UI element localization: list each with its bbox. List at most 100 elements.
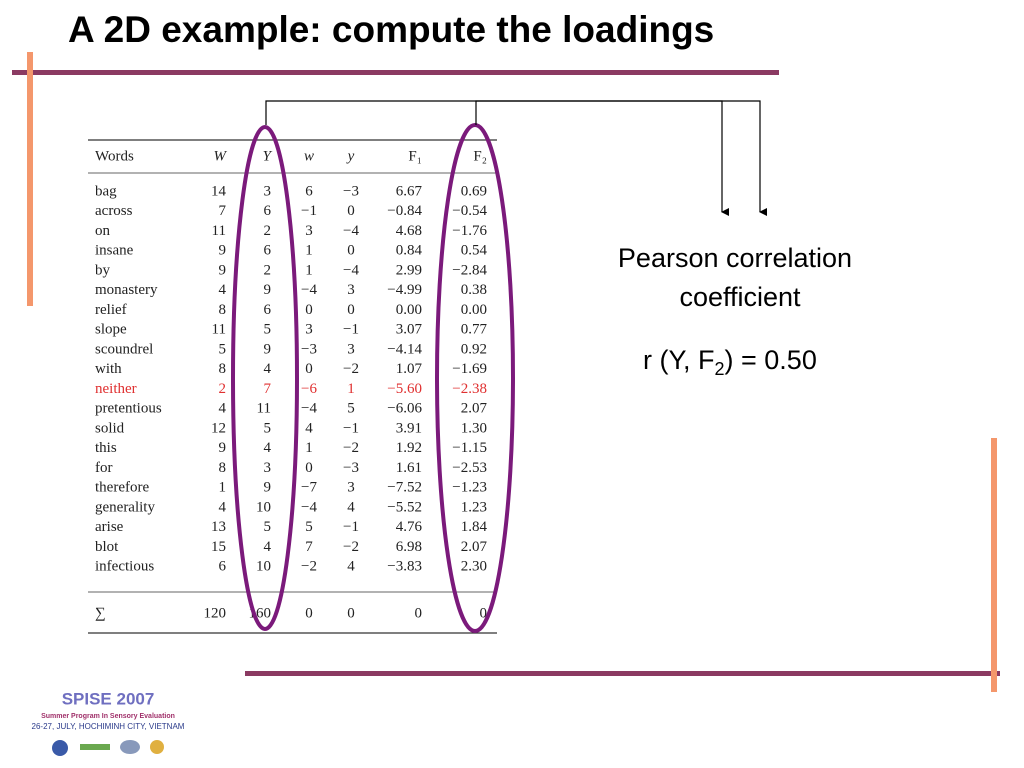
row-label: across [95, 203, 133, 219]
table-cell: 5 [264, 420, 272, 436]
table-cell: −1.23 [452, 480, 487, 496]
table-cell: 3.91 [396, 420, 422, 436]
row-label: by [95, 262, 111, 278]
table-cell: 0 [347, 302, 355, 318]
table-cell: 0.92 [461, 341, 487, 357]
table-cell: 4 [264, 361, 272, 377]
sum-cell: 120 [204, 605, 227, 621]
table-cell: 4 [219, 401, 227, 417]
table-cell: −5.52 [387, 499, 422, 515]
table-cell: 6 [264, 243, 272, 259]
connector [475, 100, 729, 216]
accent-bar [27, 52, 33, 306]
table-cell: 8 [219, 460, 227, 476]
table-cell: 1 [305, 440, 313, 456]
footer-program: Summer Program In Sensory Evaluation [41, 713, 175, 720]
table-cell: 11 [212, 223, 226, 239]
table-cell: 3 [347, 282, 355, 298]
table-cell: 6 [264, 203, 272, 219]
table-cell: −1.76 [452, 223, 487, 239]
row-label: pretentious [95, 401, 162, 417]
table-cell: 3 [305, 322, 313, 338]
table-cell: 4 [347, 558, 355, 574]
table-cell: 1 [219, 480, 227, 496]
table-cell: 10 [256, 558, 271, 574]
table-cell: 6 [264, 302, 272, 318]
sum-cell: ∑ [95, 605, 106, 621]
connector [265, 100, 767, 216]
table-cell: 1.23 [461, 499, 487, 515]
table-cell: 4.76 [396, 519, 423, 535]
table-cell: −3 [343, 460, 359, 476]
sum-cell: 0 [305, 605, 313, 621]
annotation: coefficient [679, 282, 801, 312]
table-cell: 7 [305, 539, 313, 555]
column-header: F₁ [408, 148, 422, 164]
table-cell: 15 [211, 539, 226, 555]
logo-icon [80, 744, 110, 750]
table-cell: 2 [264, 262, 272, 278]
row-label: with [95, 361, 122, 377]
table-cell: −2 [343, 440, 359, 456]
sum-cell: 0 [480, 605, 488, 621]
row-label: blot [95, 539, 119, 555]
table-cell: 9 [219, 243, 227, 259]
table-cell: 1.07 [396, 361, 423, 377]
table-cell: 0.38 [461, 282, 487, 298]
table-cell: 0.54 [461, 243, 488, 259]
table-cell: 9 [264, 282, 272, 298]
table-cell: 0.00 [396, 302, 422, 318]
table-cell: −3 [301, 341, 317, 357]
table-cell: 2.30 [461, 558, 487, 574]
bottom-rule [245, 671, 1000, 676]
table-cell: 1.30 [461, 420, 487, 436]
table-cell: 13 [211, 519, 226, 535]
table-cell: −4 [343, 223, 359, 239]
table-cell: 4 [219, 282, 227, 298]
table-cell: 0 [305, 302, 313, 318]
row-label: infectious [95, 558, 154, 574]
table-cell: 4 [264, 539, 272, 555]
table-cell: 11 [212, 322, 226, 338]
table-cell: 6.98 [396, 539, 422, 555]
table-cell: 5 [264, 519, 272, 535]
table-cell: 4 [305, 420, 313, 436]
table-cell: 11 [257, 401, 271, 417]
table-cell: −1.15 [452, 440, 487, 456]
table-cell: 0.69 [461, 183, 487, 199]
logo-icon [120, 740, 140, 754]
table-cell: 9 [219, 262, 227, 278]
table-cell: 4 [264, 440, 272, 456]
table-cell: −4.99 [387, 282, 422, 298]
row-label: on [95, 223, 111, 239]
formula-subscript: 2 [715, 359, 725, 379]
table-cell: −4.14 [387, 341, 422, 357]
table-cell: −1 [301, 203, 317, 219]
column-header: F₂ [473, 148, 487, 164]
table-cell: 3.07 [396, 322, 423, 338]
row-label: neither [95, 381, 137, 397]
row-label: relief [95, 302, 127, 318]
table-cell: 9 [264, 341, 272, 357]
table-cell: 3 [347, 480, 355, 496]
table-cell: −4 [301, 282, 317, 298]
table-cell: 1.92 [396, 440, 422, 456]
table-cell: 5 [347, 401, 355, 417]
row-label: monastery [95, 282, 158, 298]
table-cell: −0.84 [387, 203, 422, 219]
table-cell: 9 [264, 480, 272, 496]
row-label: this [95, 440, 117, 456]
table-cell: −2 [301, 558, 317, 574]
table-cell: −6 [301, 381, 317, 397]
table-cell: 2 [264, 223, 272, 239]
table-cell: 2.07 [461, 401, 488, 417]
table-cell: 5 [305, 519, 313, 535]
title-rule [12, 70, 779, 75]
table-cell: 8 [219, 302, 227, 318]
column-header: Words [95, 148, 134, 164]
table-cell: 9 [219, 440, 227, 456]
footer-place: 26-27, JULY, HOCHIMINH CITY, VIETNAM [32, 722, 185, 731]
sum-cell: 0 [415, 605, 423, 621]
table-cell: −1.69 [452, 361, 487, 377]
